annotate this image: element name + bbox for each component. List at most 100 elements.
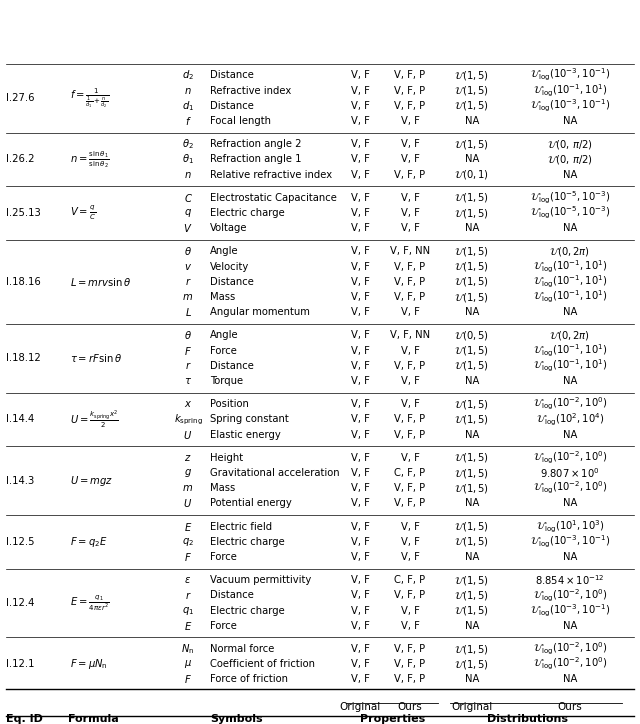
Text: Ours: Ours: [557, 702, 582, 712]
Text: $\mathcal{U}(1, 5)$: $\mathcal{U}(1, 5)$: [454, 466, 490, 479]
Text: V, F, P: V, F, P: [394, 261, 426, 272]
Text: V, F: V, F: [351, 292, 369, 302]
Text: $\mathcal{U}_{\rm log}(10^{-1}, 10^{1})$: $\mathcal{U}_{\rm log}(10^{-1}, 10^{1})$: [533, 83, 607, 98]
Text: $d_{2}$: $d_{2}$: [182, 69, 194, 83]
Text: $U = mgz$: $U = mgz$: [70, 473, 113, 487]
Text: Electrostatic Capacitance: Electrostatic Capacitance: [210, 193, 337, 203]
Text: I.12.4: I.12.4: [6, 598, 35, 608]
Text: $\mathcal{U}(1, 5)$: $\mathcal{U}(1, 5)$: [454, 99, 490, 112]
Text: V, F, P: V, F, P: [394, 483, 426, 493]
Text: V, F: V, F: [351, 674, 369, 684]
Text: V, F: V, F: [401, 536, 419, 547]
Text: NA: NA: [465, 223, 479, 233]
Text: I.14.4: I.14.4: [6, 414, 35, 424]
Text: $\mathcal{U}(1, 5)$: $\mathcal{U}(1, 5)$: [454, 206, 490, 219]
Text: V, F: V, F: [351, 277, 369, 287]
Text: Refractive index: Refractive index: [210, 85, 291, 96]
Text: $\mathcal{U}(1, 5)$: $\mathcal{U}(1, 5)$: [454, 191, 490, 204]
Text: V, F: V, F: [401, 399, 419, 409]
Text: $n = \frac{\sin\theta_{1}}{\sin\theta_{2}}$: $n = \frac{\sin\theta_{1}}{\sin\theta_{2…: [70, 149, 109, 170]
Text: $\theta$: $\theta$: [184, 245, 192, 258]
Text: $F$: $F$: [184, 673, 192, 686]
Text: Refraction angle 1: Refraction angle 1: [210, 154, 301, 164]
Text: $U$: $U$: [184, 497, 193, 510]
Text: $n$: $n$: [184, 169, 192, 180]
Text: V, F, P: V, F, P: [394, 70, 426, 80]
Text: NA: NA: [465, 307, 479, 317]
Text: $\mathcal{U}_{\rm log}(10^{-2}, 10^{0})$: $\mathcal{U}_{\rm log}(10^{-2}, 10^{0})$: [533, 396, 607, 412]
Text: $\mathcal{U}(1, 5)$: $\mathcal{U}(1, 5)$: [454, 359, 490, 372]
Text: $m$: $m$: [182, 483, 193, 493]
Text: Distance: Distance: [210, 70, 254, 80]
Text: $k_{\rm spring}$: $k_{\rm spring}$: [173, 412, 202, 426]
Text: V, F: V, F: [401, 376, 419, 386]
Text: V, F: V, F: [401, 452, 419, 463]
Text: V, F: V, F: [351, 223, 369, 233]
Text: V, F: V, F: [351, 330, 369, 340]
Text: Formula: Formula: [68, 714, 119, 724]
Text: $\mathcal{U}(0, 1)$: $\mathcal{U}(0, 1)$: [454, 168, 490, 181]
Text: $d_{1}$: $d_{1}$: [182, 99, 194, 113]
Text: V, F, P: V, F, P: [394, 429, 426, 439]
Text: Original: Original: [339, 702, 381, 712]
Text: $\mathcal{U}_{\rm log}(10^{-2}, 10^{0})$: $\mathcal{U}_{\rm log}(10^{-2}, 10^{0})$: [533, 450, 607, 466]
Text: V, F: V, F: [351, 193, 369, 203]
Text: Electric charge: Electric charge: [210, 605, 285, 615]
Text: $F$: $F$: [184, 551, 192, 563]
Text: $F = \mu N_{\rm n}$: $F = \mu N_{\rm n}$: [70, 657, 108, 671]
Text: $F$: $F$: [184, 345, 192, 357]
Text: V, F, P: V, F, P: [394, 498, 426, 508]
Text: V, F, P: V, F, P: [394, 414, 426, 424]
Text: Velocity: Velocity: [210, 261, 249, 272]
Text: $\mathcal{U}(1, 5)$: $\mathcal{U}(1, 5)$: [454, 481, 490, 494]
Text: NA: NA: [563, 429, 577, 439]
Text: $\mathcal{U}(1, 5)$: $\mathcal{U}(1, 5)$: [454, 260, 490, 273]
Text: Vacuum permittivity: Vacuum permittivity: [210, 575, 311, 585]
Text: $z$: $z$: [184, 452, 192, 463]
Text: $\mathcal{U}(1, 5)$: $\mathcal{U}(1, 5)$: [454, 245, 490, 258]
Text: NA: NA: [465, 498, 479, 508]
Text: $V = \frac{q}{C}$: $V = \frac{q}{C}$: [70, 204, 96, 222]
Text: V, F, P: V, F, P: [394, 644, 426, 654]
Text: V, F: V, F: [351, 399, 369, 409]
Text: V, F: V, F: [351, 246, 369, 256]
Text: I.12.5: I.12.5: [6, 536, 35, 547]
Text: Normal force: Normal force: [210, 644, 275, 654]
Text: NA: NA: [563, 116, 577, 126]
Text: I.18.16: I.18.16: [6, 277, 41, 287]
Text: $\mathcal{U}_{\rm log}(10^{-1}, 10^{1})$: $\mathcal{U}_{\rm log}(10^{-1}, 10^{1})$: [533, 342, 607, 358]
Text: NA: NA: [465, 674, 479, 684]
Text: V, F, P: V, F, P: [394, 659, 426, 669]
Text: $\mathcal{U}(1, 5)$: $\mathcal{U}(1, 5)$: [454, 657, 490, 670]
Text: V, F: V, F: [351, 452, 369, 463]
Text: V, F: V, F: [401, 521, 419, 531]
Text: $\mathcal{U}(1, 5)$: $\mathcal{U}(1, 5)$: [454, 642, 490, 655]
Text: NA: NA: [465, 552, 479, 562]
Text: $\mathcal{U}(0,\, \pi/2)$: $\mathcal{U}(0,\, \pi/2)$: [547, 153, 593, 166]
Text: V, F, P: V, F, P: [394, 674, 426, 684]
Text: Distance: Distance: [210, 101, 254, 111]
Text: $U$: $U$: [184, 429, 193, 441]
Text: NA: NA: [563, 169, 577, 180]
Text: $\mathcal{U}_{\rm log}(10^{2}, 10^{4})$: $\mathcal{U}_{\rm log}(10^{2}, 10^{4})$: [536, 411, 604, 427]
Text: $C$: $C$: [184, 192, 193, 203]
Text: $\mathcal{U}_{\rm log}(10^{-2}, 10^{0})$: $\mathcal{U}_{\rm log}(10^{-2}, 10^{0})$: [533, 480, 607, 496]
Text: $q$: $q$: [184, 207, 192, 219]
Text: Position: Position: [210, 399, 249, 409]
Text: Force: Force: [210, 345, 237, 355]
Text: V, F: V, F: [351, 575, 369, 585]
Text: $r$: $r$: [185, 277, 191, 287]
Text: $\mathcal{U}(0,\, \pi/2)$: $\mathcal{U}(0,\, \pi/2)$: [547, 138, 593, 151]
Text: Focal length: Focal length: [210, 116, 271, 126]
Text: I.18.12: I.18.12: [6, 353, 41, 363]
Text: V, F: V, F: [401, 208, 419, 218]
Text: V, F, P: V, F, P: [394, 361, 426, 371]
Text: V, F: V, F: [351, 154, 369, 164]
Text: $\mathcal{U}_{\rm log}(10^{1}, 10^{3})$: $\mathcal{U}_{\rm log}(10^{1}, 10^{3})$: [536, 518, 604, 535]
Text: $L$: $L$: [184, 306, 191, 319]
Text: V, F: V, F: [351, 605, 369, 615]
Text: $L = mrv\sin\theta$: $L = mrv\sin\theta$: [70, 276, 131, 288]
Text: V, F: V, F: [351, 85, 369, 96]
Text: I.12.1: I.12.1: [6, 659, 35, 669]
Text: Electric charge: Electric charge: [210, 208, 285, 218]
